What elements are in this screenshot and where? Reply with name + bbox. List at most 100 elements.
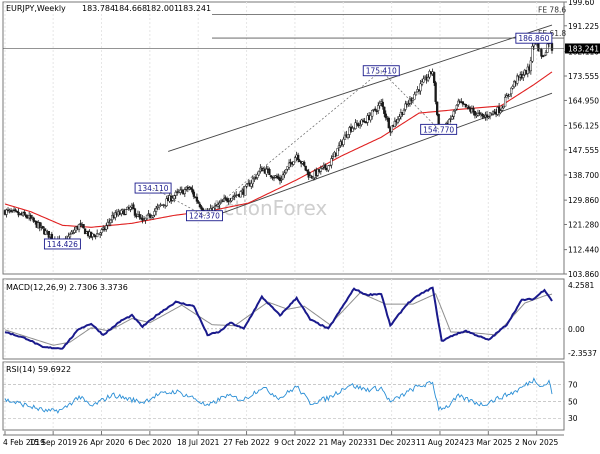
candle-body <box>272 177 276 179</box>
candle-body <box>303 161 306 166</box>
y-tick-label: 138.700 <box>568 171 599 180</box>
rsi-tick-label: 30 <box>568 414 578 423</box>
candle-body <box>476 113 480 116</box>
macd-panel-frame <box>2 278 565 360</box>
annotation-label: 124.370 <box>189 212 220 221</box>
annotation-label: 114.426 <box>47 240 78 249</box>
macd-line <box>4 286 553 350</box>
candle-body <box>304 165 307 171</box>
y-tick-label: 191.225 <box>568 22 599 31</box>
candle-body <box>200 206 203 210</box>
candle-body <box>225 198 229 202</box>
ohlc-open: 183.784 <box>82 4 115 13</box>
x-tick-label: 15 Sep 2019 <box>29 438 77 447</box>
candle-body <box>428 71 431 78</box>
candle-body <box>41 226 44 229</box>
candle-body <box>499 110 502 113</box>
rsi-label: RSI(14) 59.6922 <box>6 365 71 374</box>
candle-body <box>257 170 261 176</box>
swing-connector <box>152 187 205 217</box>
candle-body <box>516 75 519 84</box>
candle-body <box>230 197 233 202</box>
candle-body <box>473 111 477 116</box>
y-tick-label: 173.555 <box>568 72 599 81</box>
candle-body <box>434 82 437 102</box>
candle-body <box>132 204 135 210</box>
candle-body <box>296 154 300 161</box>
candle-body <box>508 94 511 97</box>
candle-body <box>191 188 194 193</box>
ohlc-close: 183.241 <box>178 4 211 13</box>
candle-body <box>451 116 454 120</box>
candle-body <box>189 187 193 190</box>
candle-body <box>293 157 297 163</box>
price-panel: ActionForex FE 61.8FE 78.6 134.110124.37… <box>2 0 600 279</box>
price-panel-frame <box>2 1 565 275</box>
candle-body <box>387 117 390 129</box>
candle-body <box>472 108 475 113</box>
candle-body <box>351 127 354 132</box>
candle-body <box>513 80 516 88</box>
candle-body <box>183 189 186 194</box>
candle-body <box>478 112 481 114</box>
candle-body <box>287 162 291 168</box>
candle-body <box>457 100 460 105</box>
candle-body <box>109 219 112 223</box>
y-tick-label: 121.280 <box>568 221 599 230</box>
candle-body <box>77 223 81 230</box>
candle-body <box>221 200 224 202</box>
candle-body <box>32 217 35 222</box>
candle-body <box>105 225 108 230</box>
candle-body <box>502 106 505 109</box>
candle-body <box>174 191 177 196</box>
candle-body <box>381 101 384 108</box>
rsi-tick-label: 70 <box>568 381 578 390</box>
candle-body <box>374 108 377 111</box>
candle-body <box>284 168 288 174</box>
candle-body <box>99 232 102 235</box>
y-tick-label: 112.440 <box>568 246 599 255</box>
candle-body <box>179 189 182 193</box>
candle-body <box>145 214 149 220</box>
candle-body <box>286 166 289 170</box>
candle-body <box>321 166 324 169</box>
x-tick-label: 9 Oct 2022 <box>274 438 316 447</box>
candle-body <box>292 161 295 165</box>
current-price-box <box>565 43 600 54</box>
candle-body <box>224 197 227 199</box>
candle-body <box>383 106 386 114</box>
x-tick-label: 18 Jul 2021 <box>177 438 220 447</box>
candle-body <box>393 120 397 127</box>
x-tick-label: 23 Mar 2025 <box>465 438 513 447</box>
x-tick-label: 26 Apr 2020 <box>78 438 125 447</box>
candle-body <box>402 109 406 115</box>
candle-body <box>411 98 415 101</box>
candle-body <box>327 165 330 171</box>
candle-body <box>316 169 319 176</box>
candle-body <box>454 108 457 111</box>
candle-body <box>510 87 513 94</box>
candle-body <box>197 201 200 204</box>
candle-body <box>5 209 8 215</box>
x-tick-label: 11 Aug 2024 <box>416 438 464 447</box>
candle-body <box>9 210 13 212</box>
candle-body <box>251 178 254 185</box>
candle-body <box>455 105 458 110</box>
candle-body <box>29 215 32 219</box>
ohlc-high: 184.668 <box>114 4 147 13</box>
candle-body <box>461 101 464 105</box>
annotation-label: 154.770 <box>423 125 454 134</box>
candle-body <box>485 114 489 118</box>
candle-body <box>139 217 143 219</box>
rsi-tick-label: 50 <box>568 397 578 406</box>
candle-body <box>151 215 155 218</box>
candle-body <box>377 105 380 111</box>
candle-body <box>361 120 365 122</box>
macd-tick-label: 4.2581 <box>568 281 594 290</box>
candle-body <box>419 83 422 92</box>
candle-body <box>432 72 436 83</box>
x-tick-label: 31 Dec 2023 <box>368 438 416 447</box>
candle-body <box>14 209 17 212</box>
candle-body <box>331 156 335 159</box>
annotation-label: 134.110 <box>138 184 169 193</box>
